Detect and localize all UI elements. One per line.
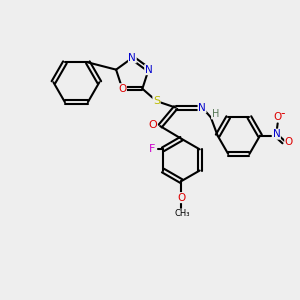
Text: H: H [212,109,219,119]
Text: N: N [145,64,152,75]
Text: O: O [177,193,185,202]
Text: O: O [118,84,126,94]
Text: N: N [128,53,136,63]
Text: N: N [273,129,280,139]
Text: S: S [153,96,160,106]
Text: N: N [198,103,206,112]
Text: -: - [281,107,285,120]
Text: F: F [148,144,155,154]
Text: O: O [274,112,282,122]
Text: CH₃: CH₃ [174,209,190,218]
Text: O: O [148,120,157,130]
Text: O: O [285,137,293,147]
